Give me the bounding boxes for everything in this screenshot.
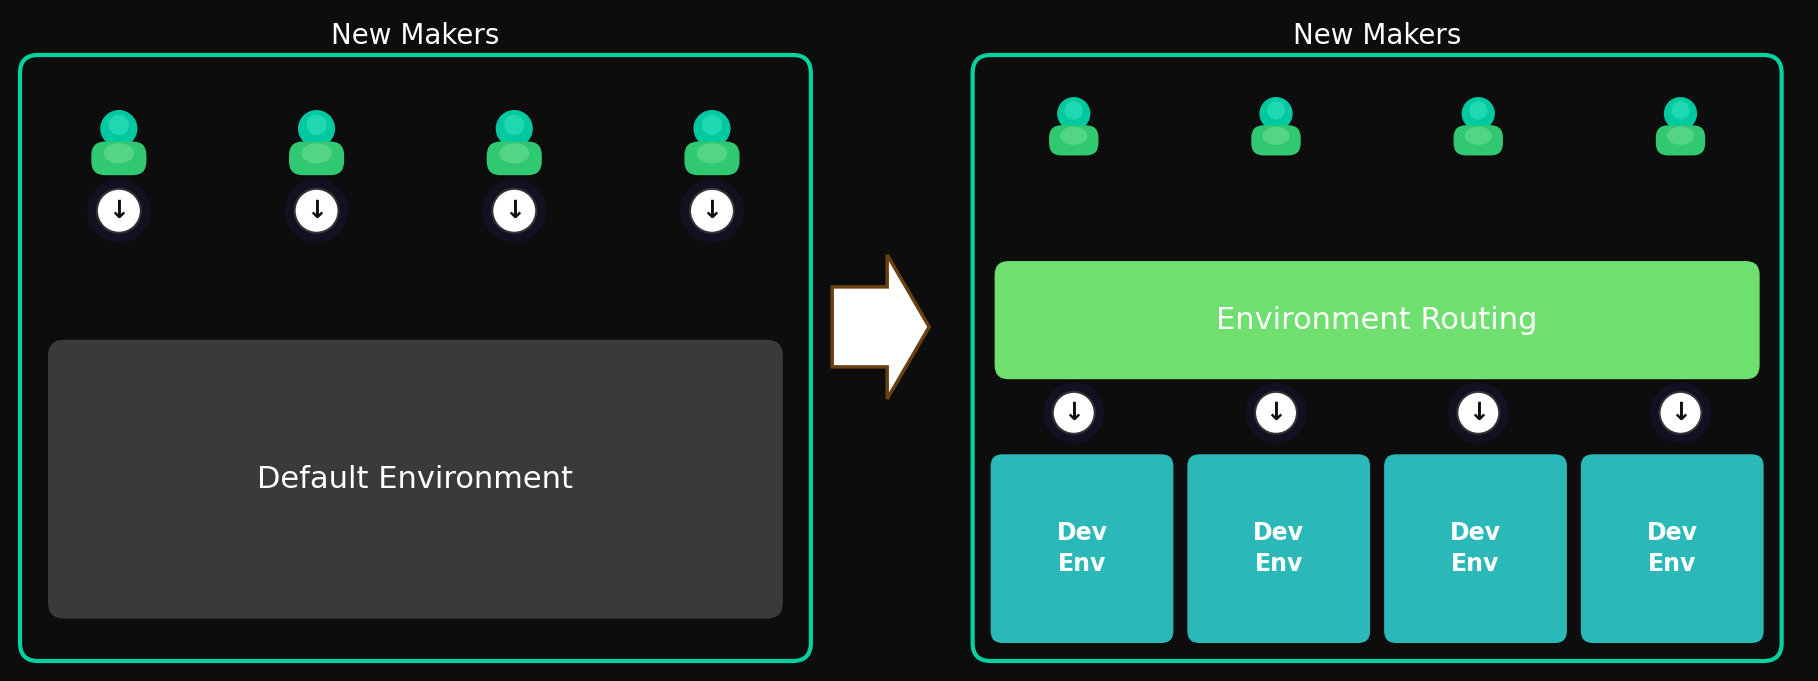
Text: New Makers: New Makers xyxy=(1293,22,1462,50)
Circle shape xyxy=(1458,392,1500,434)
FancyBboxPatch shape xyxy=(1383,454,1567,643)
Text: Default Environment: Default Environment xyxy=(258,464,573,494)
Circle shape xyxy=(1469,101,1487,119)
FancyBboxPatch shape xyxy=(991,454,1173,643)
Circle shape xyxy=(496,110,533,147)
Text: New Makers: New Makers xyxy=(331,22,500,50)
Ellipse shape xyxy=(500,143,529,163)
FancyBboxPatch shape xyxy=(47,340,784,618)
FancyBboxPatch shape xyxy=(289,142,344,175)
Circle shape xyxy=(1267,101,1285,119)
Circle shape xyxy=(680,179,744,242)
Circle shape xyxy=(298,110,335,147)
FancyBboxPatch shape xyxy=(1582,454,1763,643)
Circle shape xyxy=(691,189,734,233)
Text: ↓: ↓ xyxy=(702,199,722,223)
Text: ↓: ↓ xyxy=(1265,401,1287,425)
Ellipse shape xyxy=(104,143,135,163)
Text: ↓: ↓ xyxy=(1671,401,1691,425)
Circle shape xyxy=(1044,382,1104,443)
Text: ↓: ↓ xyxy=(504,199,525,223)
Ellipse shape xyxy=(1465,127,1493,145)
Circle shape xyxy=(1663,97,1698,130)
Text: ↓: ↓ xyxy=(109,199,129,223)
Circle shape xyxy=(96,189,140,233)
FancyBboxPatch shape xyxy=(20,55,811,661)
Text: ↓: ↓ xyxy=(305,199,327,223)
Circle shape xyxy=(1053,392,1094,434)
Circle shape xyxy=(504,114,524,135)
Circle shape xyxy=(1651,382,1711,443)
FancyBboxPatch shape xyxy=(973,55,1782,661)
FancyBboxPatch shape xyxy=(1454,125,1503,155)
Text: ↓: ↓ xyxy=(1467,401,1489,425)
Circle shape xyxy=(1245,382,1307,443)
Circle shape xyxy=(482,179,545,242)
Circle shape xyxy=(1254,392,1296,434)
Circle shape xyxy=(109,114,129,135)
Text: ↓: ↓ xyxy=(1064,401,1084,425)
FancyBboxPatch shape xyxy=(684,142,740,175)
Circle shape xyxy=(295,189,338,233)
FancyBboxPatch shape xyxy=(91,142,147,175)
Circle shape xyxy=(100,110,138,147)
Circle shape xyxy=(1660,392,1702,434)
Circle shape xyxy=(87,179,151,242)
FancyBboxPatch shape xyxy=(487,142,542,175)
Circle shape xyxy=(1671,101,1689,119)
Ellipse shape xyxy=(302,143,331,163)
Ellipse shape xyxy=(1667,127,1694,145)
Circle shape xyxy=(693,110,731,147)
Ellipse shape xyxy=(1262,127,1289,145)
FancyBboxPatch shape xyxy=(1049,125,1098,155)
Circle shape xyxy=(1462,97,1494,130)
Circle shape xyxy=(1065,101,1084,119)
FancyBboxPatch shape xyxy=(994,261,1760,379)
Circle shape xyxy=(285,179,349,242)
Text: Dev
Env: Dev Env xyxy=(1253,521,1304,576)
FancyBboxPatch shape xyxy=(1251,125,1300,155)
Text: Dev
Env: Dev Env xyxy=(1647,521,1698,576)
Circle shape xyxy=(1056,97,1091,130)
Text: Dev
Env: Dev Env xyxy=(1056,521,1107,576)
Circle shape xyxy=(1260,97,1293,130)
FancyBboxPatch shape xyxy=(1656,125,1705,155)
Polygon shape xyxy=(833,255,929,399)
Circle shape xyxy=(307,114,327,135)
FancyBboxPatch shape xyxy=(1187,454,1371,643)
Ellipse shape xyxy=(696,143,727,163)
Circle shape xyxy=(493,189,536,233)
Ellipse shape xyxy=(1060,127,1087,145)
Text: Dev
Env: Dev Env xyxy=(1451,521,1502,576)
Circle shape xyxy=(702,114,722,135)
Circle shape xyxy=(1447,382,1509,443)
Text: Environment Routing: Environment Routing xyxy=(1216,306,1538,334)
